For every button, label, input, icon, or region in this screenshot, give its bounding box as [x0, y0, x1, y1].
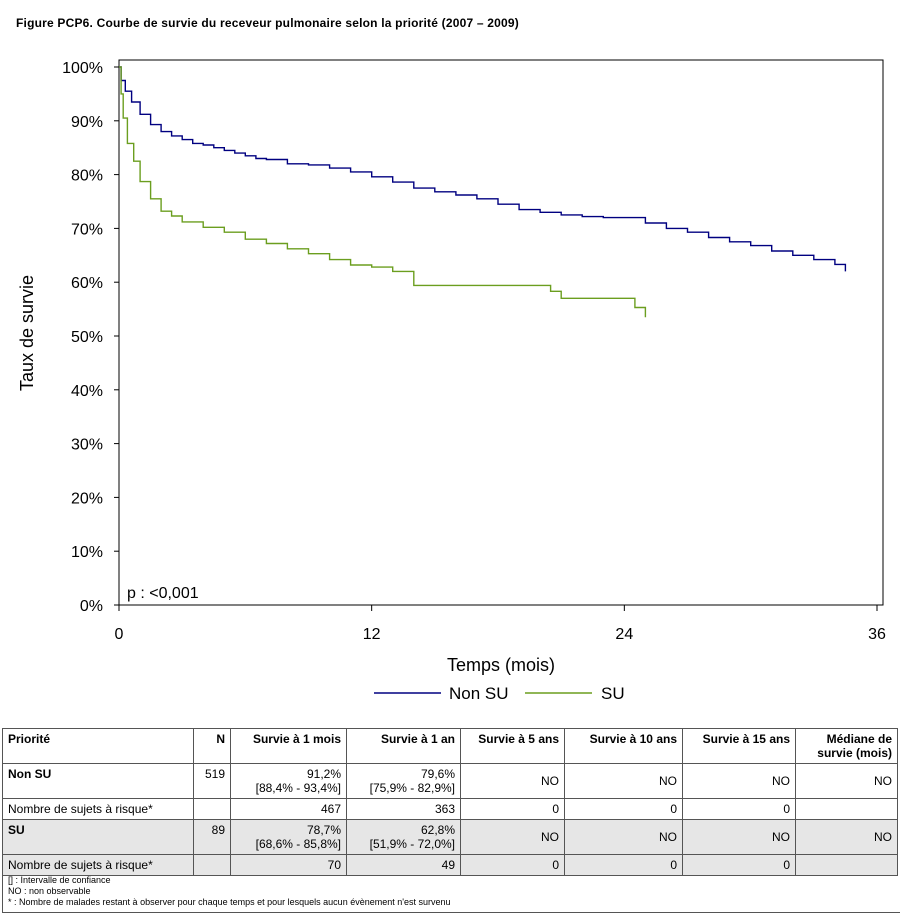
group-n: 519: [193, 763, 231, 799]
at-risk-label: Nombre de sujets à risque*: [2, 854, 194, 876]
empty-cell: [795, 798, 898, 820]
group-label: Non SU: [2, 763, 194, 799]
survival-5-years: NO: [460, 819, 565, 855]
confidence-interval: [68,6% - 85,8%]: [255, 837, 341, 851]
survival-1-year: 62,8% [51,9% - 72,0%]: [346, 819, 461, 855]
legend-label-su: SU: [601, 684, 625, 703]
table-row-su: SU 89 78,7% [68,6% - 85,8%] 62,8% [51,9% -…: [2, 819, 898, 855]
table-row-non-su: Non SU 519 91,2% [88,4% - 93,4%] 79,6% [75…: [2, 763, 898, 799]
median-survival: NO: [795, 819, 898, 855]
at-risk-10-years: 0: [564, 798, 683, 820]
plot-frame: [118, 59, 884, 606]
at-risk-5-years: 0: [460, 798, 565, 820]
at-risk-10-years: 0: [564, 854, 683, 876]
header-survie-5-ans: Survie à 5 ans: [460, 728, 565, 764]
median-survival: NO: [795, 763, 898, 799]
header-survie-10-ans: Survie à 10 ans: [564, 728, 683, 764]
y-tick-label: 60%: [71, 275, 103, 292]
confidence-interval: [75,9% - 82,9%]: [369, 781, 455, 795]
empty-cell: [795, 854, 898, 876]
at-risk-1-year: 363: [346, 798, 461, 820]
at-risk-15-years: 0: [682, 798, 796, 820]
group-label: SU: [2, 819, 194, 855]
header-survie-1-an: Survie à 1 an: [346, 728, 461, 764]
survival-15-years: NO: [682, 819, 796, 855]
table-header-row: Priorité N Survie à 1 mois Survie à 1 an…: [2, 728, 898, 764]
series-line-su: [119, 66, 647, 318]
legend: Non SU SU: [374, 684, 625, 703]
survival-table: Priorité N Survie à 1 mois Survie à 1 an…: [2, 728, 898, 876]
empty-cell: [193, 854, 231, 876]
series-lines: [119, 66, 847, 318]
y-axis: 0% 10% 20% 30% 40% 50% 60% 70% 80% 90% 100%: [62, 60, 119, 615]
survival-15-years: NO: [682, 763, 796, 799]
note-at-risk: * : Nombre de malades restant à observer…: [8, 897, 451, 907]
y-axis-title: Taux de survie: [17, 275, 37, 391]
table-notes: [] : Intervalle de confiance NO : non ob…: [2, 873, 900, 913]
confidence-interval: [51,9% - 72,0%]: [369, 837, 455, 851]
note-non-observable: NO : non observable: [8, 886, 91, 896]
p-value-annotation: p : <0,001: [127, 585, 199, 602]
at-risk-1-year: 49: [346, 854, 461, 876]
x-tick-label: 0: [115, 626, 124, 643]
table-row-at-risk-non-su: Nombre de sujets à risque* 467 363 0 0 0: [2, 798, 898, 820]
y-tick-label: 20%: [71, 490, 103, 507]
y-tick-label: 50%: [71, 329, 103, 346]
figure-title: Figure PCP6. Courbe de survie du receveu…: [16, 16, 519, 30]
survival-value: 91,2%: [306, 767, 341, 781]
survival-1-month: 78,7% [68,6% - 85,8%]: [230, 819, 347, 855]
x-tick-label: 36: [868, 626, 886, 643]
y-tick-label: 40%: [71, 383, 103, 400]
table-row-at-risk-su: Nombre de sujets à risque* 70 49 0 0 0: [2, 854, 898, 876]
y-tick-label: 70%: [71, 221, 103, 238]
at-risk-5-years: 0: [460, 854, 565, 876]
y-tick-label: 10%: [71, 544, 103, 561]
x-tick-label: 24: [615, 626, 633, 643]
legend-label-non-su: Non SU: [449, 684, 509, 703]
y-tick-label: 80%: [71, 168, 103, 185]
survival-value: 78,7%: [306, 823, 341, 837]
header-mediane: Médiane de survie (mois): [795, 728, 898, 764]
x-axis-title: Temps (mois): [447, 655, 555, 675]
survival-chart: 0% 10% 20% 30% 40% 50% 60% 70% 80% 90% 100% 0 12 24 3…: [17, 59, 886, 703]
survival-10-years: NO: [564, 763, 683, 799]
series-line-non-su: [119, 66, 847, 272]
empty-cell: [193, 798, 231, 820]
header-n: N: [193, 728, 231, 764]
survival-1-year: 79,6% [75,9% - 82,9%]: [346, 763, 461, 799]
y-tick-label: 90%: [71, 114, 103, 131]
y-tick-label: 30%: [71, 437, 103, 454]
at-risk-1-month: 467: [230, 798, 347, 820]
header-survie-1-mois: Survie à 1 mois: [230, 728, 347, 764]
x-axis: 0 12 24 36: [115, 605, 886, 643]
survival-5-years: NO: [460, 763, 565, 799]
survival-value: 62,8%: [420, 823, 455, 837]
note-confidence-interval: [] : Intervalle de confiance: [8, 875, 111, 885]
at-risk-15-years: 0: [682, 854, 796, 876]
survival-10-years: NO: [564, 819, 683, 855]
header-priorite: Priorité: [2, 728, 194, 764]
survival-1-month: 91,2% [88,4% - 93,4%]: [230, 763, 347, 799]
y-tick-label: 100%: [62, 60, 103, 77]
confidence-interval: [88,4% - 93,4%]: [255, 781, 341, 795]
group-n: 89: [193, 819, 231, 855]
x-tick-label: 12: [363, 626, 381, 643]
survival-value: 79,6%: [420, 767, 455, 781]
header-survie-15-ans: Survie à 15 ans: [682, 728, 796, 764]
at-risk-label: Nombre de sujets à risque*: [2, 798, 194, 820]
at-risk-1-month: 70: [230, 854, 347, 876]
y-tick-label: 0%: [80, 598, 103, 615]
